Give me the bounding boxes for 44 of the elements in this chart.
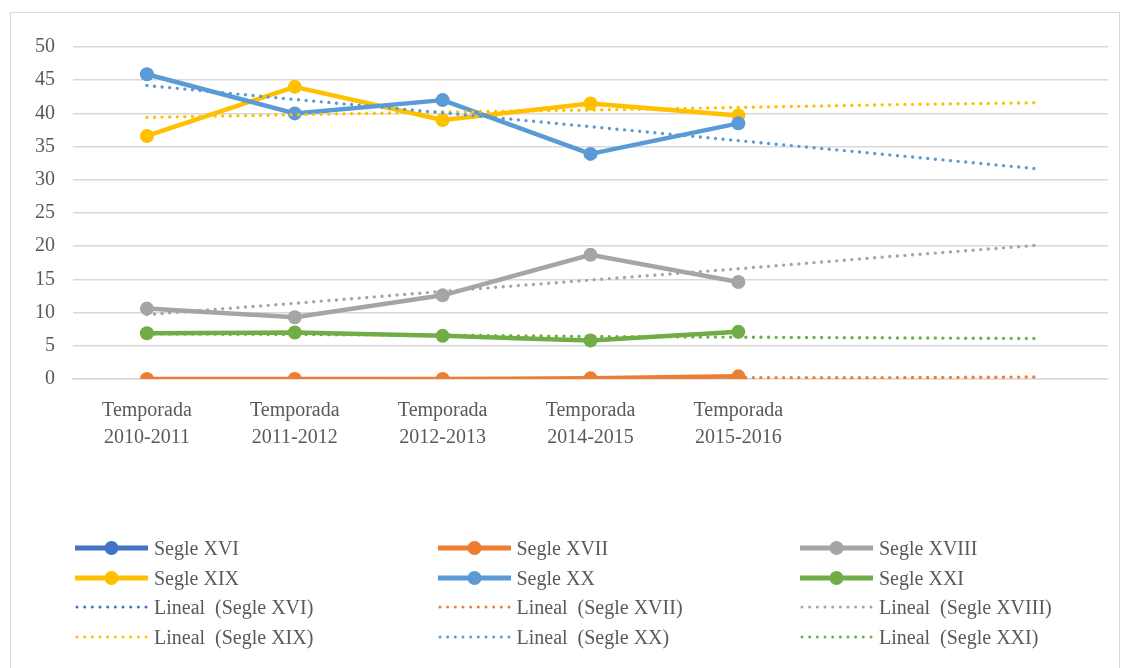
- point: [731, 116, 746, 131]
- legend-label: Segle XVIII: [879, 536, 978, 559]
- point: [287, 79, 302, 94]
- legend-label: Lineal (Segle XXI): [879, 625, 1039, 648]
- x-tick-label: Temporada 2015-2016: [693, 397, 784, 447]
- y-tick-label: 50: [35, 34, 55, 57]
- point: [139, 326, 154, 341]
- point: [139, 301, 154, 316]
- point: [287, 310, 302, 325]
- point: [435, 328, 450, 343]
- legend-label: Segle XXI: [879, 566, 964, 589]
- y-tick-label: 15: [35, 266, 55, 289]
- point: [139, 128, 154, 143]
- legend-label: Segle XIX: [154, 566, 239, 589]
- legend-label: Lineal (Segle XX): [516, 625, 670, 648]
- y-tick-label: 10: [35, 299, 55, 322]
- legend-label: Lineal (Segle XIX): [154, 625, 314, 648]
- y-tick-label: 40: [35, 100, 55, 123]
- point: [139, 67, 154, 82]
- y-tick-label: 35: [35, 133, 55, 156]
- legend-label: Segle XX: [516, 566, 595, 589]
- legend-label: Lineal (Segle XVII): [516, 596, 683, 619]
- x-tick-label: Temporada 2012-2013: [397, 397, 488, 447]
- y-tick-label: 30: [35, 167, 55, 190]
- y-tick-label: 20: [35, 233, 55, 256]
- point: [583, 247, 598, 262]
- y-tick-label: 5: [45, 333, 55, 356]
- point: [435, 93, 450, 108]
- point: [731, 324, 746, 339]
- y-tick-label: 45: [35, 67, 55, 90]
- y-tick-label: 25: [35, 200, 55, 223]
- x-tick-label: Temporada 2010-2011: [102, 397, 192, 447]
- x-tick-label: Temporada 2014-2015: [545, 397, 636, 447]
- point: [435, 288, 450, 303]
- point: [731, 275, 746, 290]
- y-tick-label: 0: [45, 366, 55, 389]
- point: [435, 113, 450, 128]
- point: [583, 96, 598, 111]
- legend-label: Lineal (Segle XVI): [154, 596, 314, 619]
- point: [583, 146, 598, 161]
- legend-label: Segle XVII: [516, 536, 609, 559]
- legend-label: Lineal (Segle XVIII): [879, 596, 1052, 619]
- x-tick-label: Temporada 2011-2012: [249, 397, 340, 447]
- legend-label: Segle XVI: [154, 536, 239, 559]
